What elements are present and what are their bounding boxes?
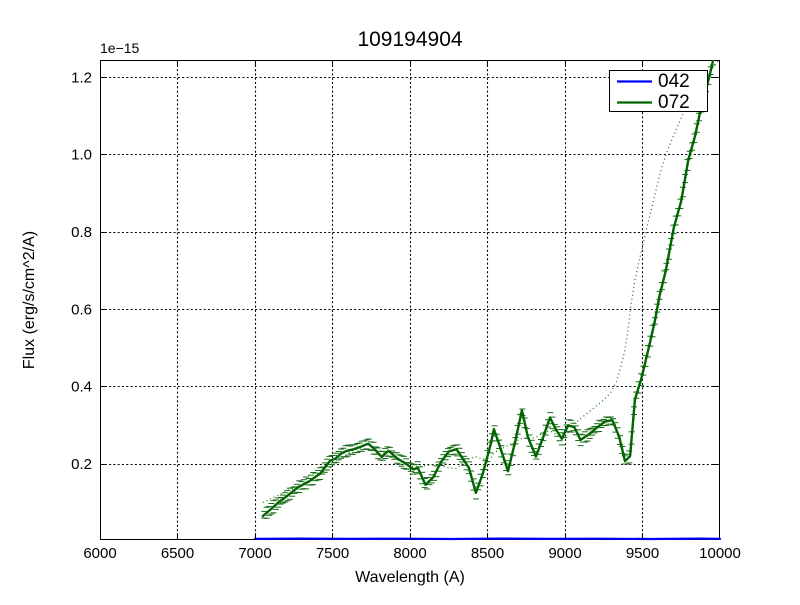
- svg-text:0.6: 0.6: [71, 301, 92, 318]
- svg-text:0.2: 0.2: [71, 456, 92, 473]
- svg-text:Flux (erg/s/cm^2/A): Flux (erg/s/cm^2/A): [21, 231, 38, 369]
- svg-text:072: 072: [658, 92, 690, 113]
- svg-text:109194904: 109194904: [357, 28, 462, 51]
- svg-text:8500: 8500: [471, 545, 504, 562]
- svg-text:0.4: 0.4: [71, 379, 92, 396]
- svg-text:10000: 10000: [699, 545, 741, 562]
- svg-text:9000: 9000: [548, 545, 581, 562]
- svg-text:1.2: 1.2: [71, 69, 92, 86]
- svg-text:6500: 6500: [161, 545, 194, 562]
- svg-text:7000: 7000: [238, 545, 271, 562]
- svg-text:042: 042: [658, 71, 690, 92]
- svg-text:8000: 8000: [393, 545, 426, 562]
- svg-text:0.8: 0.8: [71, 224, 92, 241]
- svg-text:1.0: 1.0: [71, 147, 92, 164]
- svg-text:Wavelength (A): Wavelength (A): [355, 569, 465, 586]
- svg-text:7500: 7500: [316, 545, 349, 562]
- svg-text:9500: 9500: [626, 545, 659, 562]
- svg-text:1e−15: 1e−15: [100, 40, 140, 56]
- svg-text:6000: 6000: [83, 545, 116, 562]
